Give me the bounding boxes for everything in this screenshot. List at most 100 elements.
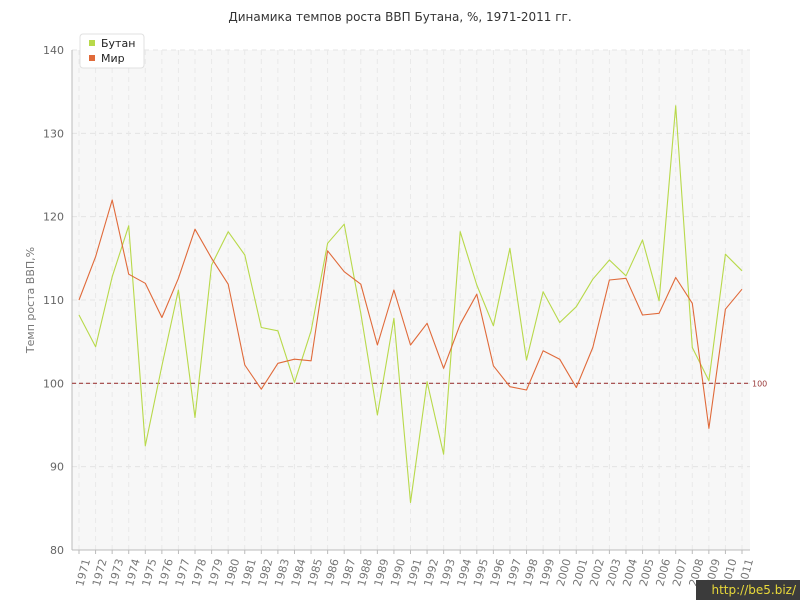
series-1-point <box>625 277 627 279</box>
chart-title: Динамика темпов роста ВВП Бутана, %, 197… <box>228 10 572 24</box>
series-1-point <box>293 358 295 360</box>
series-0-point <box>492 325 494 327</box>
series-1-point <box>476 293 478 295</box>
series-0-point <box>542 290 544 292</box>
reference-line-group: 100 <box>72 379 767 388</box>
series-1-point <box>310 360 312 362</box>
series-1-point <box>360 283 362 285</box>
series-1-point <box>409 344 411 346</box>
y-tick-label: 130 <box>43 127 64 140</box>
series-1-point <box>144 282 146 284</box>
series-1-point <box>492 365 494 367</box>
legend-swatch-1 <box>89 55 95 61</box>
series-line-1 <box>78 199 743 429</box>
series-0-point <box>376 414 378 416</box>
y-tick-label: 80 <box>50 544 64 557</box>
series-1-point <box>608 279 610 281</box>
series-0-point <box>691 346 693 348</box>
series-0-point <box>360 312 362 314</box>
series-1-point <box>542 350 544 352</box>
series-0-point <box>592 278 594 280</box>
series-0-point <box>244 254 246 256</box>
series-1-point <box>509 385 511 387</box>
reference-line-label: 100 <box>752 379 767 388</box>
series-0-point <box>525 359 527 361</box>
series-0-point <box>210 264 212 266</box>
series-0-point <box>409 501 411 503</box>
series-1-point <box>442 367 444 369</box>
series-1-point <box>260 388 262 390</box>
series-0-point <box>459 230 461 232</box>
series-1-point <box>161 316 163 318</box>
series-0-point <box>260 326 262 328</box>
series-1-point <box>194 228 196 230</box>
y-tick-label: 120 <box>43 211 64 224</box>
series-1-point <box>708 427 710 429</box>
series-0-point <box>608 259 610 261</box>
series-1-point <box>343 270 345 272</box>
series-0-point <box>227 230 229 232</box>
legend-box <box>79 33 145 69</box>
series-1-point <box>111 199 113 201</box>
series-0-point <box>558 321 560 323</box>
series-1-point <box>78 299 80 301</box>
y-tick-label: 90 <box>50 461 64 474</box>
series-0-point <box>476 284 478 286</box>
series-0-point <box>144 445 146 447</box>
series-0-point <box>741 270 743 272</box>
series-1-point <box>741 288 743 290</box>
series-1-point <box>376 344 378 346</box>
series-0-point <box>177 289 179 291</box>
series-0-point <box>724 253 726 255</box>
series-0-point <box>625 275 627 277</box>
x-tick-labels: 1971197219731974197519761977197819791980… <box>73 550 756 588</box>
series-0-point <box>161 365 163 367</box>
y-tick-labels: 80 90 100 110 120 130 140 <box>43 44 64 557</box>
series-1-point <box>210 257 212 259</box>
legend-swatch-0 <box>89 40 95 46</box>
series-0-point <box>343 223 345 225</box>
series-0-point <box>194 416 196 418</box>
series-0-point <box>94 345 96 347</box>
series-0-point <box>641 239 643 241</box>
series-1-point <box>558 358 560 360</box>
series-0-point <box>509 247 511 249</box>
series-line-0 <box>78 105 743 504</box>
series-0-point <box>393 317 395 319</box>
series-0-point <box>78 314 80 316</box>
series-1-point <box>128 273 130 275</box>
y-tick-label: 110 <box>43 294 64 307</box>
series-0-point <box>575 305 577 307</box>
series-0-point <box>708 380 710 382</box>
series-1-point <box>459 323 461 325</box>
watermark: http://be5.biz/ <box>696 580 800 600</box>
y-axis-label: Темп роста ВВП,% <box>24 247 37 354</box>
y-tick-label: 140 <box>43 44 64 57</box>
series-0-point <box>658 300 660 302</box>
series-1-point <box>592 346 594 348</box>
series-1-point <box>658 312 660 314</box>
series-1-point <box>177 277 179 279</box>
legend-label-0: Бутан <box>101 37 135 50</box>
series-0-point <box>442 453 444 455</box>
series-1-point <box>94 255 96 257</box>
series-1-point <box>244 364 246 366</box>
series-1-point <box>724 308 726 310</box>
series-1-point <box>326 250 328 252</box>
series-0-point <box>675 105 677 107</box>
series-1-point <box>691 302 693 304</box>
series-0-point <box>111 275 113 277</box>
series-1-point <box>525 389 527 391</box>
series-group <box>78 105 743 504</box>
series-0-point <box>426 380 428 382</box>
series-1-point <box>575 386 577 388</box>
series-1-point <box>675 276 677 278</box>
series-0-point <box>293 381 295 383</box>
series-1-point <box>426 322 428 324</box>
legend-label-1: Мир <box>101 52 125 65</box>
series-1-point <box>641 314 643 316</box>
series-1-point <box>393 289 395 291</box>
series-0-point <box>277 330 279 332</box>
series-0-point <box>310 330 312 332</box>
